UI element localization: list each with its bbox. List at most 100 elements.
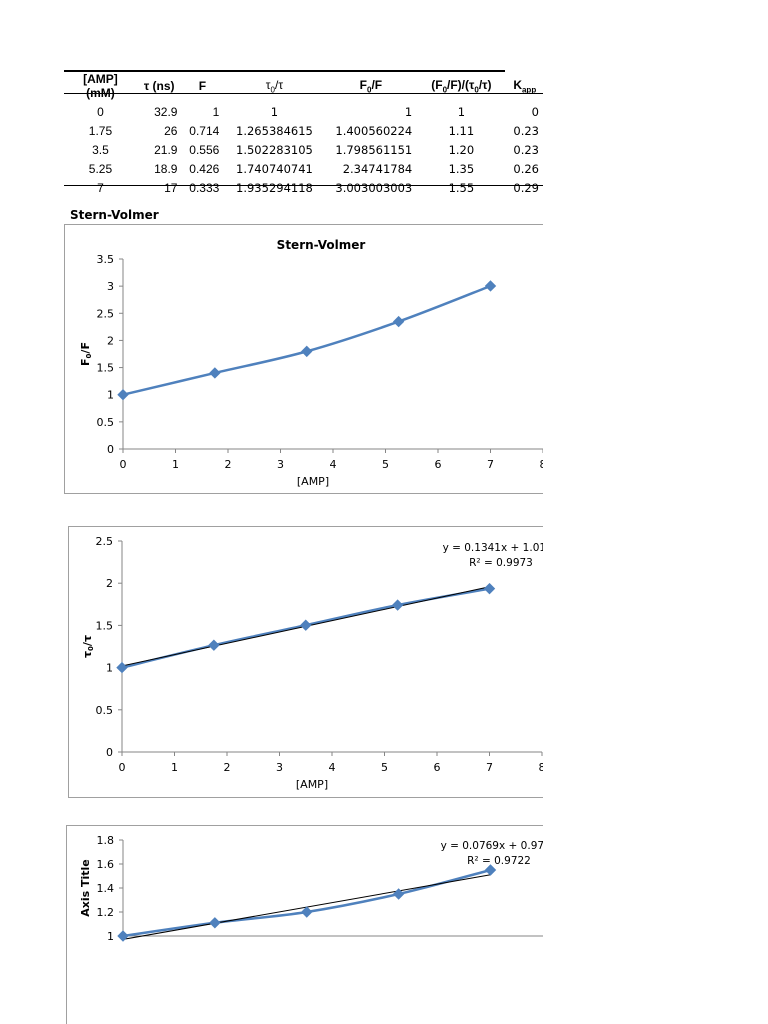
chart-title: Stern-Volmer [277, 238, 366, 252]
y-tick-label: 2 [106, 577, 113, 590]
table-cell: 7 [97, 180, 104, 195]
y-tick-label: 1 [107, 389, 114, 402]
x-axis-title: [AMP] [296, 778, 328, 791]
y-tick-label: 1 [107, 930, 114, 943]
stern-volmer-plot: 0 0.5 1 1.5 2 2.5 3 3.5 0 1 2 3 4 5 6 7 8 Stern-Volmer [AM… [79, 238, 544, 488]
table-bottom-rule [64, 185, 543, 186]
table-cell: 3.003003003 [335, 180, 413, 195]
table-row: 1.75 26 0.714 1.265384615 1.400560224 1.11 0.2… [64, 121, 543, 140]
data-point-marker[interactable] [208, 639, 220, 651]
table-cell: 1.75 [88, 123, 113, 138]
data-point-marker[interactable] [484, 864, 497, 876]
data-point-marker[interactable] [117, 930, 129, 942]
x-tick-label: 3 [277, 458, 284, 471]
y-tick-label: 1.8 [97, 834, 115, 847]
x-tick-label: 8 [539, 761, 544, 774]
ratio-ratio-plot: 1 1.2 1.4 1.6 1.8 Axis Title y = 0.0769x + 0.9… [79, 834, 543, 943]
trendline-r-squared: R² = 0.9722 [467, 855, 531, 867]
trendline-equation: y = 0.1341x + 1.0196 [443, 542, 543, 554]
x-tick-label: 1 [172, 458, 179, 471]
table-cell: 5.25 [88, 161, 113, 176]
y-axis-title: F0/F [79, 342, 93, 366]
table-header-row: [AMP] (mM) τ (ns) F τ0/τ F0/F (F0/F)/(τ0… [64, 70, 543, 102]
header-f: F [198, 79, 207, 93]
y-tick-label: 0.5 [96, 704, 114, 717]
table-cell: 0.714 [189, 123, 220, 138]
table-cell: 1.265384615 [236, 123, 313, 138]
table-row: 3.5 21.9 0.556 1.502283105 1.798561151 1.20 0.… [64, 140, 543, 159]
x-axis-title: [AMP] [297, 475, 329, 488]
x-tick-label: 7 [487, 458, 494, 471]
table-cell: 1 [457, 104, 466, 119]
worksheet-page: [AMP] (mM) τ (ns) F τ0/τ F0/F (F0/F)/(τ0… [64, 70, 543, 1024]
x-tick-label: 6 [434, 761, 441, 774]
x-tick-label: 4 [329, 761, 336, 774]
data-point-marker[interactable] [391, 599, 404, 611]
x-tick-label: 5 [381, 761, 388, 774]
lifetime-ratio-chart[interactable]: 0 0.5 1 1.5 2 2.5 0 1 2 3 4 5 6 7 8 [AMP] τ0/τ y = 0.1341… [68, 526, 543, 798]
y-tick-label: 1.2 [97, 906, 115, 919]
quenching-data-table: [AMP] (mM) τ (ns) F τ0/τ F0/F (F0/F)/(τ0… [64, 70, 543, 197]
data-point-marker[interactable] [392, 315, 405, 328]
table-row: 5.25 18.9 0.426 1.740740741 2.34741784 1.35 0.… [64, 159, 543, 178]
y-tick-label: 0 [107, 443, 114, 456]
table-cell: 1.740740741 [236, 161, 313, 176]
y-tick-label: 1.5 [97, 362, 115, 375]
table-cell: 0.23 [513, 123, 539, 138]
y-tick-label: 1.4 [97, 882, 115, 895]
data-point-marker[interactable] [483, 582, 496, 595]
table-cell: 0.23 [513, 142, 539, 157]
table-top-rule [64, 70, 505, 72]
y-tick-label: 1.6 [97, 858, 115, 871]
x-tick-label: 6 [435, 458, 442, 471]
x-tick-label: 8 [540, 458, 544, 471]
data-point-marker[interactable] [209, 367, 221, 379]
data-point-marker[interactable] [300, 619, 312, 631]
data-point-marker[interactable] [301, 906, 313, 918]
table-cell: 1.502283105 [236, 142, 313, 157]
data-point-marker[interactable] [392, 888, 405, 900]
x-tick-label: 2 [224, 761, 231, 774]
data-point-marker[interactable] [117, 389, 129, 401]
ratio-ratio-chart[interactable]: 1 1.2 1.4 1.6 1.8 Axis Title y = 0.0769x + 0.9… [66, 825, 543, 1024]
header-f-ratio: F0/F [359, 77, 383, 95]
x-tick-label: 3 [276, 761, 283, 774]
y-tick-label: 2 [107, 334, 114, 347]
y-tick-label: 1 [106, 662, 113, 675]
table-cell: 1.55 [448, 180, 475, 195]
data-point-marker[interactable] [301, 345, 313, 358]
data-series-line [122, 868, 491, 938]
x-tick-label: 5 [382, 458, 389, 471]
header-tau-ratio: τ0/τ [265, 77, 284, 95]
table-cell: 1.20 [448, 142, 475, 157]
x-tick-label: 4 [330, 458, 337, 471]
y-tick-label: 0 [106, 746, 113, 759]
table-cell: 21.9 [154, 142, 178, 157]
y-axis-title: τ0/τ [81, 635, 95, 658]
table-cell: 18.9 [154, 161, 178, 176]
table-cell: 32.9 [154, 104, 178, 119]
header-ratio-ratio: (F0/F)/(τ0/τ) [431, 77, 492, 95]
table-cell: 1.11 [448, 123, 475, 138]
y-axis-title: Axis Title [79, 859, 92, 917]
lifetime-ratio-plot: 0 0.5 1 1.5 2 2.5 0 1 2 3 4 5 6 7 8 [AMP] τ0/τ y = 0.1341… [81, 535, 544, 791]
table-cell: 1 [270, 104, 279, 119]
header-tau: τ (ns) [143, 79, 175, 93]
table-cell: 0.556 [189, 142, 220, 157]
y-tick-label: 0.5 [97, 416, 115, 429]
header-amp: [AMP] (mM) [83, 72, 118, 100]
data-point-marker[interactable] [484, 280, 497, 292]
x-tick-label: 2 [225, 458, 232, 471]
table-row: 7 17 0.333 1.935294118 3.003003003 1.55 0.29 [64, 178, 543, 197]
table-row: 0 32.9 1 1 1 1 0 [64, 102, 543, 121]
table-cell: 1.798561151 [335, 142, 413, 157]
table-cell: 1.400560224 [335, 123, 413, 138]
table-cell: 1.935294118 [236, 180, 313, 195]
data-point-marker[interactable] [209, 917, 221, 929]
table-header-rule [64, 93, 543, 94]
table-cell: 3.5 [92, 142, 109, 157]
table-cell: 0 [531, 104, 539, 119]
y-tick-label: 3.5 [97, 253, 115, 266]
data-point-marker[interactable] [116, 661, 128, 674]
stern-volmer-chart[interactable]: 0 0.5 1 1.5 2 2.5 3 3.5 0 1 2 3 4 5 6 7 8 Stern-Volmer [AM… [64, 224, 543, 494]
